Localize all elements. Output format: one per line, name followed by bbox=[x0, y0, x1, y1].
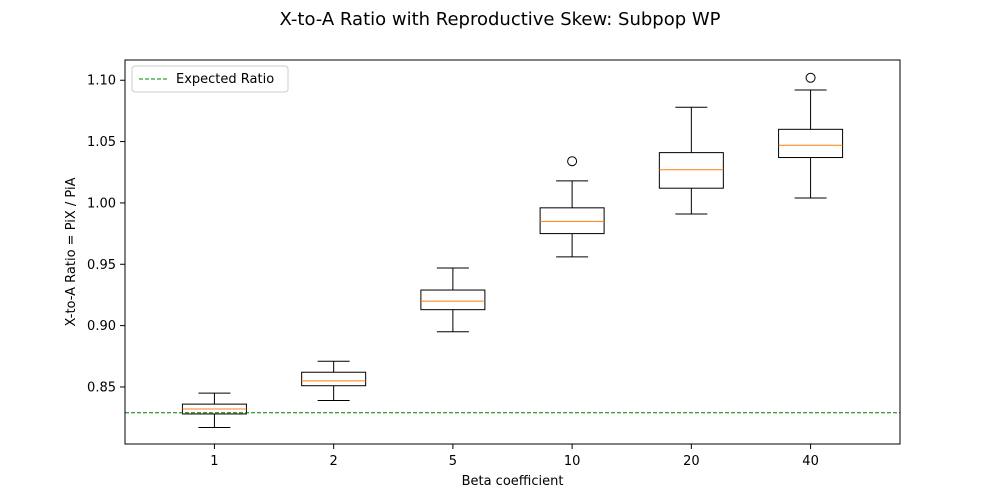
x-tick-label: 5 bbox=[449, 454, 457, 469]
plot-area-frame bbox=[124, 59, 901, 445]
box-beta-2 bbox=[301, 371, 367, 387]
box-group-beta-5 bbox=[420, 267, 486, 333]
x-axis: 1 2 5 10 20 40 bbox=[210, 444, 819, 469]
legend-label-expected-ratio: Expected Ratio bbox=[176, 72, 274, 87]
y-tick-label: 1.00 bbox=[87, 196, 116, 211]
x-tick-label: 40 bbox=[802, 454, 819, 469]
legend-frame bbox=[131, 65, 289, 93]
y-tick-label: 0.95 bbox=[87, 258, 116, 273]
y-tick-label: 1.05 bbox=[87, 135, 116, 150]
x-tick-label: 2 bbox=[330, 454, 338, 469]
y-tick-label: 0.90 bbox=[87, 319, 116, 334]
legend: Expected Ratio bbox=[131, 65, 289, 93]
y-tick-label: 0.85 bbox=[87, 380, 116, 395]
box-group-beta-10 bbox=[539, 156, 605, 258]
box-group-beta-1 bbox=[181, 392, 247, 428]
y-axis-label: X-to-A Ratio = PiX / PiA bbox=[64, 177, 79, 326]
box-beta-5 bbox=[420, 289, 486, 311]
box-beta-20 bbox=[658, 152, 724, 189]
outlier-beta-10-0 bbox=[567, 156, 578, 167]
outlier-beta-40-0 bbox=[805, 72, 816, 83]
chart-title: X-to-A Ratio with Reproductive Skew: Sub… bbox=[279, 9, 720, 30]
box-group-beta-20 bbox=[658, 106, 724, 215]
box-beta-10 bbox=[539, 207, 605, 235]
y-tick-label: 1.10 bbox=[87, 74, 116, 89]
box-group-beta-2 bbox=[301, 360, 367, 401]
x-tick-label: 20 bbox=[683, 454, 700, 469]
y-axis: 0.85 0.90 0.95 1.00 1.05 1.10 bbox=[87, 74, 125, 395]
x-tick-label: 1 bbox=[210, 454, 218, 469]
boxes-layer bbox=[181, 72, 844, 428]
box-group-beta-40 bbox=[778, 72, 844, 199]
box-beta-40 bbox=[778, 128, 844, 159]
x-tick-label: 10 bbox=[564, 454, 581, 469]
x-axis-label: Beta coefficient bbox=[462, 474, 564, 489]
